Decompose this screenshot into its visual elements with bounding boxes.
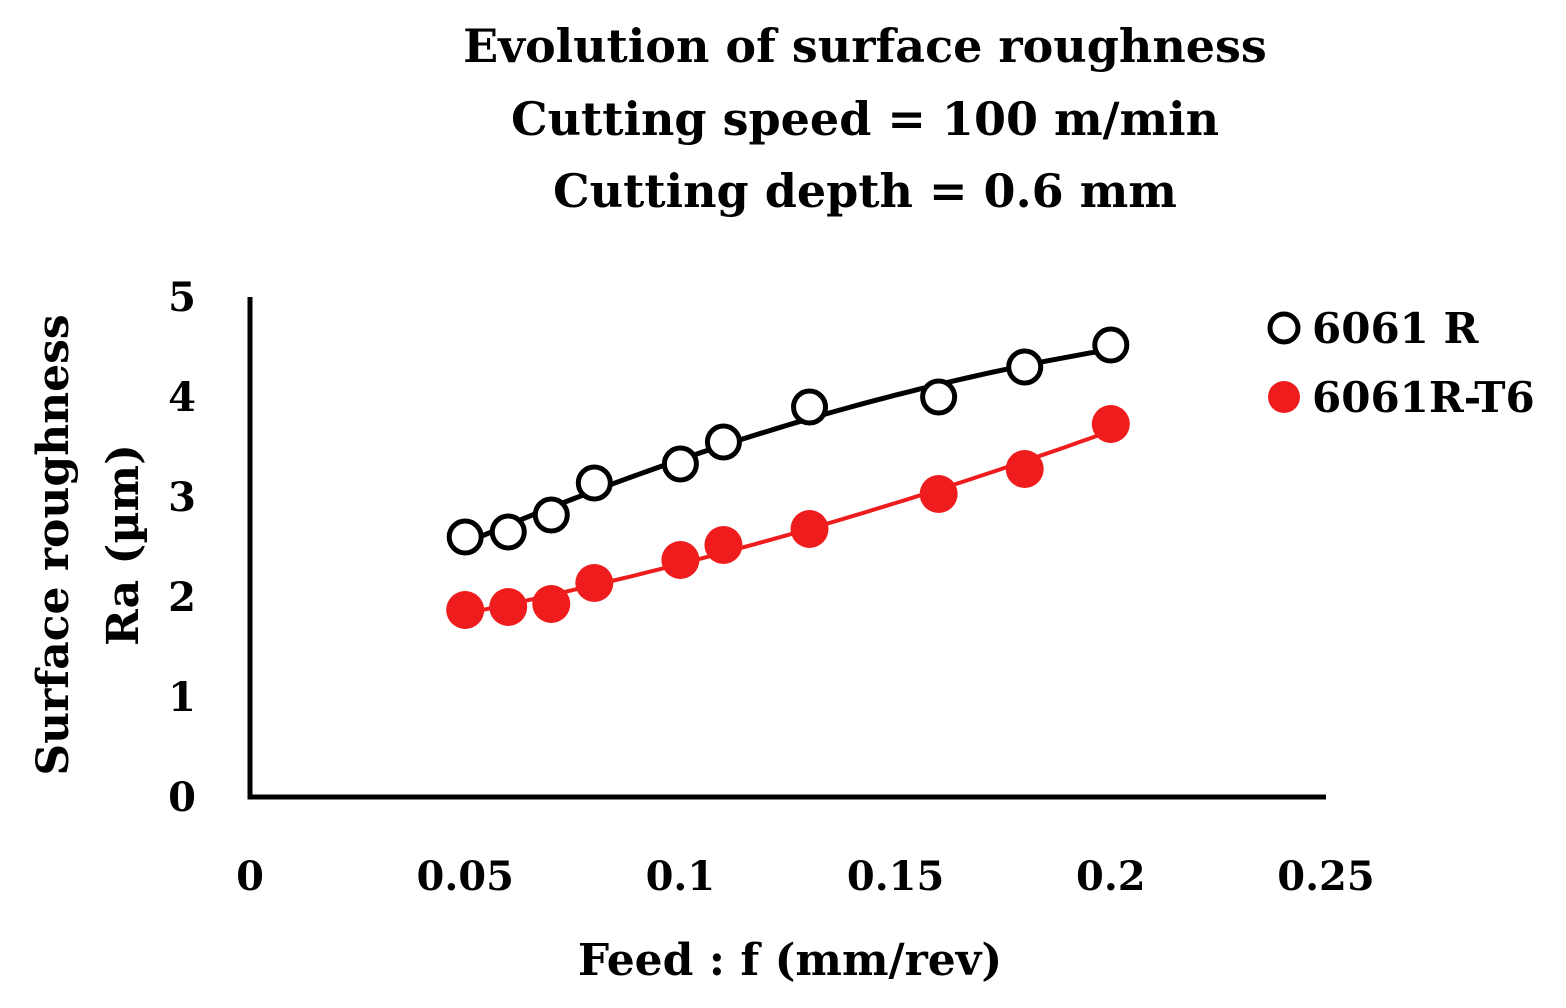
data-point [920, 378, 958, 416]
chart-title-line-1: Evolution of surface roughness [463, 19, 1267, 73]
series-2 [446, 405, 1130, 629]
y-tick-label: 4 [168, 374, 196, 421]
data-point [532, 496, 570, 534]
data-point [704, 526, 743, 564]
x-tick-label: 0.15 [847, 853, 944, 900]
y-tick-label: 5 [168, 274, 196, 321]
y-tick-label: 3 [168, 474, 196, 521]
series-1 [446, 326, 1130, 556]
legend-label: 6061 R [1312, 304, 1480, 353]
chart-title-line-2: Cutting speed = 100 m/min [511, 92, 1219, 146]
data-point [919, 475, 958, 513]
x-tick-label: 0.25 [1277, 853, 1374, 900]
trendline [464, 429, 1112, 616]
data-point [1091, 405, 1130, 443]
data-point [575, 464, 613, 502]
y-axis-title-line-2: Ra (µm) [98, 444, 149, 646]
y-axis-title-line-1: Surface roughness [28, 314, 79, 775]
data-point [446, 518, 484, 556]
y-tick-label: 1 [168, 674, 196, 721]
data-point [575, 564, 614, 602]
data-point [791, 388, 829, 426]
data-point [489, 513, 527, 551]
chart-title-line-3: Cutting depth = 0.6 mm [553, 164, 1177, 218]
data-point [661, 541, 700, 579]
series-layer [446, 326, 1130, 629]
x-tick-label: 0.05 [416, 853, 513, 900]
data-point [532, 585, 571, 623]
data-point [446, 591, 485, 629]
data-point [1092, 326, 1130, 364]
legend-item: 6061R-T6 [1268, 373, 1535, 422]
data-point [1005, 450, 1044, 488]
legend: 6061 R 6061R-T6 [1267, 304, 1535, 422]
data-point [790, 510, 829, 548]
x-tick-label: 0 [236, 853, 264, 900]
y-tick-label: 0 [168, 774, 196, 821]
legend-marker [1267, 311, 1301, 345]
x-tick-label: 0.2 [1076, 853, 1146, 900]
x-axis-title: Feed : f (mm/rev) [578, 935, 1002, 986]
x-tick-labels: 0 0.05 0.1 0.15 0.2 0.25 [236, 853, 1375, 900]
y-tick-labels: 0 1 2 3 4 5 [168, 274, 196, 821]
data-point [704, 423, 742, 461]
data-point [489, 588, 528, 626]
data-point [1006, 348, 1044, 386]
legend-item: 6061 R [1267, 304, 1480, 353]
legend-marker [1268, 381, 1300, 413]
chart-title: Evolution of surface roughness Cutting s… [463, 19, 1267, 218]
data-point [661, 445, 699, 483]
x-tick-label: 0.1 [646, 853, 716, 900]
legend-label: 6061R-T6 [1312, 373, 1535, 422]
y-axis-title: Surface roughness Ra (µm) [28, 314, 149, 775]
trendline [464, 346, 1112, 546]
y-tick-label: 2 [168, 574, 196, 621]
